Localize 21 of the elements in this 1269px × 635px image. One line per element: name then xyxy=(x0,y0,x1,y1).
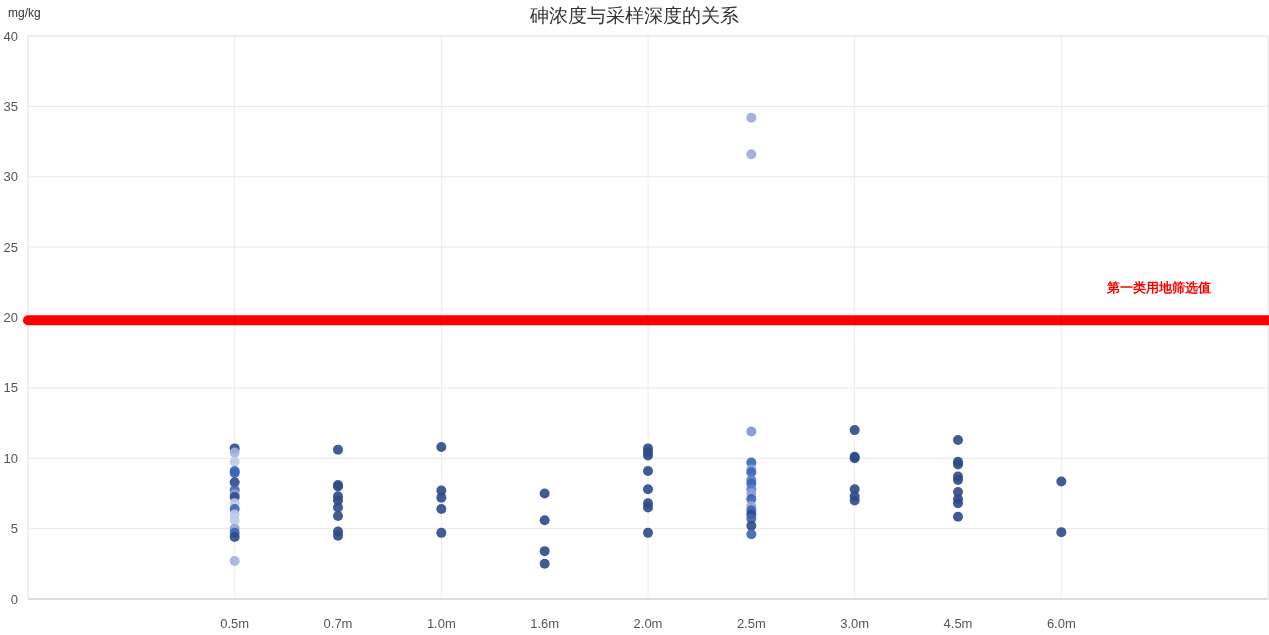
x-tick-label: 1.6m xyxy=(530,616,560,631)
y-tick-label: 35 xyxy=(3,98,18,114)
y-tick-label: 20 xyxy=(3,310,18,326)
x-tick-label: 2.0m xyxy=(633,616,663,631)
y-tick-label: 40 xyxy=(3,28,18,44)
y-tick-label: 30 xyxy=(3,169,18,185)
x-tick-label: 0.5m xyxy=(220,616,250,631)
y-tick-label: 0 xyxy=(10,591,18,607)
y-tick-label: 10 xyxy=(3,450,18,466)
y-tick-label: 15 xyxy=(3,380,18,396)
chart-title: 砷浓度与采样深度的关系 xyxy=(529,4,739,26)
y-tick-label: 5 xyxy=(10,521,18,537)
x-tick-label: 3.0m xyxy=(840,616,870,631)
x-tick-label: 6.0m xyxy=(1046,616,1076,631)
ref-line-label: 第一类用地筛选值 xyxy=(1106,280,1211,296)
x-tick-label: 1.0m xyxy=(426,616,456,631)
x-tick-label: 4.5m xyxy=(943,616,973,631)
y-tick-label: 25 xyxy=(3,239,18,255)
x-tick-label: 2.5m xyxy=(736,616,766,631)
x-tick-label: 0.7m xyxy=(323,616,353,631)
y-axis-title: mg/kg xyxy=(8,6,41,20)
